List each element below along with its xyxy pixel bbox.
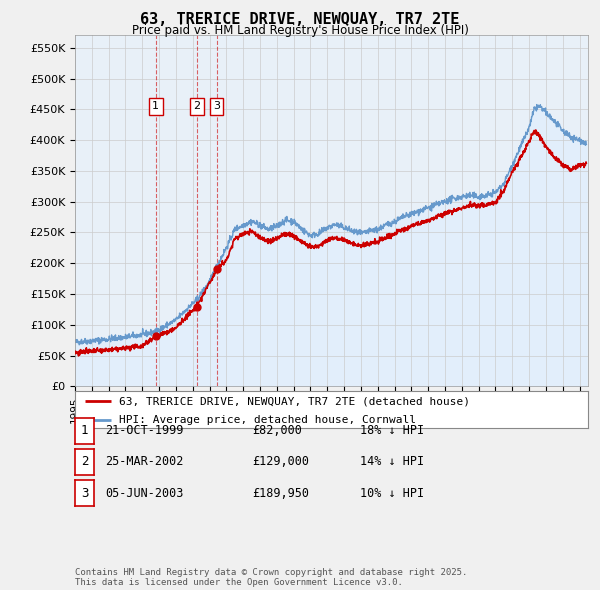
Text: 10% ↓ HPI: 10% ↓ HPI — [360, 487, 424, 500]
Text: 2: 2 — [193, 101, 200, 112]
Text: 2: 2 — [81, 455, 88, 468]
Text: 14% ↓ HPI: 14% ↓ HPI — [360, 455, 424, 468]
Text: 05-JUN-2003: 05-JUN-2003 — [105, 487, 184, 500]
Text: Price paid vs. HM Land Registry's House Price Index (HPI): Price paid vs. HM Land Registry's House … — [131, 24, 469, 37]
Text: Contains HM Land Registry data © Crown copyright and database right 2025.
This d: Contains HM Land Registry data © Crown c… — [75, 568, 467, 587]
Text: 3: 3 — [213, 101, 220, 112]
Text: 18% ↓ HPI: 18% ↓ HPI — [360, 424, 424, 437]
Text: 3: 3 — [81, 487, 88, 500]
Text: £82,000: £82,000 — [252, 424, 302, 437]
Text: 1: 1 — [81, 424, 88, 437]
Text: 63, TRERICE DRIVE, NEWQUAY, TR7 2TE (detached house): 63, TRERICE DRIVE, NEWQUAY, TR7 2TE (det… — [119, 396, 470, 406]
Text: 63, TRERICE DRIVE, NEWQUAY, TR7 2TE: 63, TRERICE DRIVE, NEWQUAY, TR7 2TE — [140, 12, 460, 27]
Text: 21-OCT-1999: 21-OCT-1999 — [105, 424, 184, 437]
Text: £129,000: £129,000 — [252, 455, 309, 468]
Text: 25-MAR-2002: 25-MAR-2002 — [105, 455, 184, 468]
Text: £189,950: £189,950 — [252, 487, 309, 500]
Text: HPI: Average price, detached house, Cornwall: HPI: Average price, detached house, Corn… — [119, 415, 416, 425]
Text: 1: 1 — [152, 101, 159, 112]
